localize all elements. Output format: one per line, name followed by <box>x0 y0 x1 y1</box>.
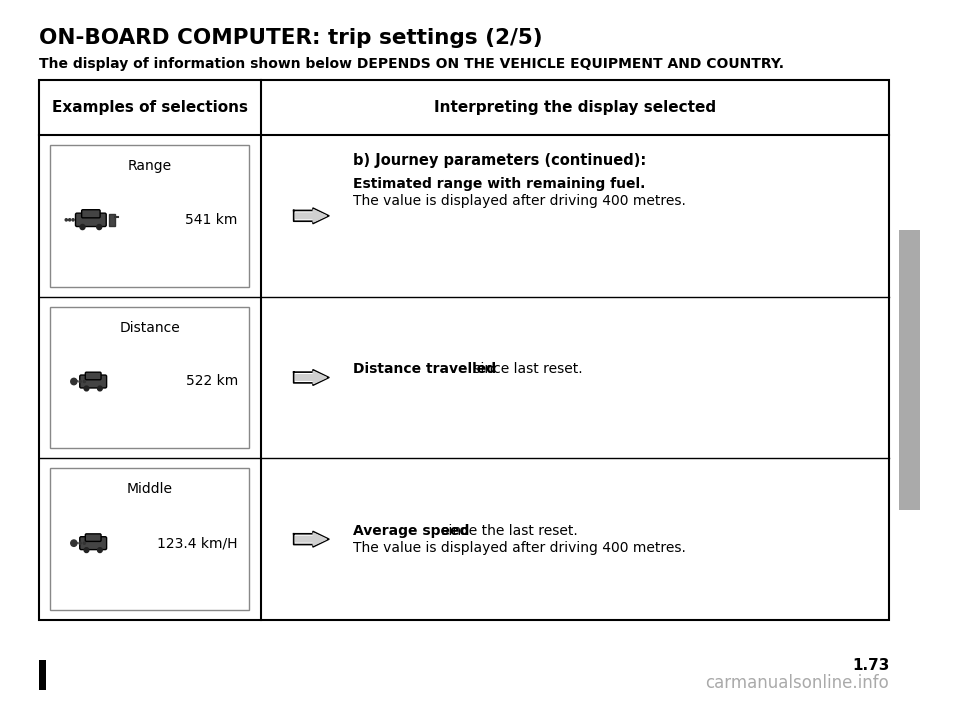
FancyBboxPatch shape <box>80 537 107 550</box>
FancyBboxPatch shape <box>85 372 101 380</box>
Text: 1.73: 1.73 <box>852 658 889 673</box>
FancyBboxPatch shape <box>76 213 107 226</box>
Circle shape <box>84 381 85 383</box>
Text: Average speed: Average speed <box>353 524 469 538</box>
Circle shape <box>68 219 71 221</box>
FancyBboxPatch shape <box>80 375 107 388</box>
Polygon shape <box>294 208 329 224</box>
Bar <box>108 214 115 226</box>
Circle shape <box>79 542 82 545</box>
Bar <box>50 145 250 287</box>
Text: ON-BOARD COMPUTER: trip settings (2/5): ON-BOARD COMPUTER: trip settings (2/5) <box>38 28 542 48</box>
Text: b) Journey parameters (continued):: b) Journey parameters (continued): <box>353 153 646 168</box>
Bar <box>50 469 250 610</box>
Bar <box>899 230 921 510</box>
Circle shape <box>71 540 77 547</box>
Text: 123.4 km/H: 123.4 km/H <box>157 536 238 550</box>
Polygon shape <box>296 209 326 222</box>
Polygon shape <box>294 370 329 386</box>
Text: The display of information shown below DEPENDS ON THE VEHICLE EQUIPMENT AND COUN: The display of information shown below D… <box>38 57 783 71</box>
Text: The value is displayed after driving 400 metres.: The value is displayed after driving 400… <box>353 194 685 208</box>
Circle shape <box>98 547 102 552</box>
Text: since the last reset.: since the last reset. <box>437 524 578 538</box>
Circle shape <box>65 219 67 221</box>
Polygon shape <box>294 532 329 547</box>
Text: carmanualsonline.info: carmanualsonline.info <box>706 674 889 692</box>
Circle shape <box>97 224 102 229</box>
Text: 541 km: 541 km <box>185 213 238 226</box>
Circle shape <box>71 378 77 385</box>
Text: since last reset.: since last reset. <box>469 363 583 376</box>
Text: The value is displayed after driving 400 metres.: The value is displayed after driving 400… <box>353 541 685 555</box>
Bar <box>38 660 46 690</box>
Circle shape <box>80 224 85 229</box>
Text: 522 km: 522 km <box>185 374 238 388</box>
Text: Estimated range with remaining fuel.: Estimated range with remaining fuel. <box>353 177 645 191</box>
Circle shape <box>98 386 102 391</box>
Polygon shape <box>296 371 326 383</box>
Bar <box>50 307 250 448</box>
Polygon shape <box>296 533 326 545</box>
Text: Interpreting the display selected: Interpreting the display selected <box>434 100 716 115</box>
Text: Distance: Distance <box>119 321 180 334</box>
Bar <box>38 80 889 620</box>
Circle shape <box>72 219 74 221</box>
Text: Distance travelled: Distance travelled <box>353 363 496 376</box>
FancyBboxPatch shape <box>82 209 100 218</box>
Circle shape <box>84 542 85 545</box>
Circle shape <box>84 386 88 391</box>
Text: Middle: Middle <box>127 482 173 496</box>
FancyBboxPatch shape <box>85 534 101 542</box>
Circle shape <box>79 381 82 383</box>
Text: Examples of selections: Examples of selections <box>52 100 248 115</box>
Text: Range: Range <box>128 159 172 173</box>
Circle shape <box>84 547 88 552</box>
